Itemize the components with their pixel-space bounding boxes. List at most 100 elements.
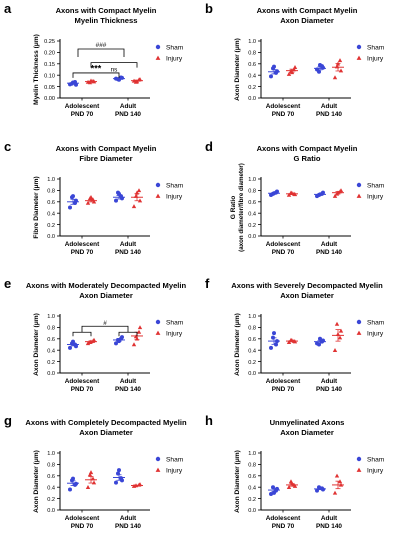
x-tick-label-sub: PND 140 [115, 386, 141, 393]
point-sham [68, 345, 72, 350]
y-tick-label: 0.0 [248, 508, 256, 514]
point-injury [85, 341, 91, 346]
point-sham [68, 487, 72, 492]
x-tick-label-sub: PND 140 [316, 249, 342, 256]
x-tick-label: Adult [321, 241, 338, 248]
point-injury [286, 340, 292, 344]
y-tick-label: 0.6 [47, 474, 55, 480]
y-axis-label: G Ratio [230, 196, 237, 219]
point-injury [338, 68, 344, 73]
panel-subtitle: Myelin Thickness [75, 16, 138, 25]
legend-marker-injury [356, 330, 362, 335]
panel-title: Axons with Compact Myelin [56, 6, 157, 15]
y-axis-label: Axon Diameter (μm) [234, 450, 241, 513]
legend-label-injury: Injury [166, 193, 183, 200]
point-injury [334, 321, 340, 326]
panel-f: f Axons with Severely Decompacted MyelinA… [205, 276, 385, 393]
point-injury [286, 485, 292, 489]
panel-title: Axons with Compact Myelin [56, 144, 157, 153]
y-tick-label: 0.4 [47, 485, 55, 491]
y-tick-label: 0.0 [47, 234, 55, 240]
point-injury [332, 75, 338, 80]
y-tick-label: 1.0 [248, 314, 256, 320]
y-tick-label: 0.4 [248, 211, 256, 217]
point-injury [88, 470, 94, 475]
x-tick-label: Adult [120, 515, 137, 522]
legend-marker-sham [356, 182, 362, 188]
significance-label: # [103, 320, 107, 327]
y-tick-label: 0.0 [47, 508, 55, 514]
panel-letter: d [205, 139, 213, 154]
legend-marker-injury [155, 55, 161, 60]
y-tick-label: 0.0 [248, 371, 256, 377]
legend-marker-sham [356, 456, 362, 462]
point-injury [337, 58, 343, 63]
y-tick-label: 0.2 [248, 85, 256, 91]
point-injury [85, 200, 91, 205]
y-axis-label: Axon Diameter (μm) [33, 450, 40, 513]
legend-marker-sham [356, 44, 362, 50]
point-sham [269, 74, 273, 79]
x-tick-label-sub: PND 140 [115, 111, 141, 118]
point-injury [136, 329, 142, 334]
legend-marker-injury [356, 193, 362, 198]
panel-title: Axons with Compact Myelin [257, 144, 358, 153]
panel-subtitle: G Ratio [293, 154, 320, 163]
x-tick-label: Adult [120, 241, 137, 248]
point-sham [71, 476, 75, 481]
point-sham [269, 492, 273, 497]
panel-subtitle: Axon Diameter [280, 291, 334, 300]
panel-letter: g [4, 413, 12, 428]
point-injury [91, 199, 97, 204]
legend-label-sham: Sham [166, 44, 184, 51]
point-injury [286, 192, 292, 197]
x-tick-label-sub: PND 70 [272, 523, 295, 530]
y-tick-label: 0.4 [47, 211, 55, 217]
y-tick-label: 0.8 [47, 326, 55, 332]
x-tick-label-sub: PND 70 [71, 386, 94, 393]
x-tick-label: Adult [120, 378, 137, 385]
x-tick-label: Adolescent [65, 241, 100, 248]
x-tick-label-sub: PND 140 [316, 111, 342, 118]
point-sham [272, 331, 276, 336]
y-tick-label: 0.2 [248, 223, 256, 229]
legend-label-injury: Injury [166, 55, 183, 62]
point-sham [74, 344, 78, 349]
y-tick-label: 0.4 [248, 73, 256, 79]
point-injury [292, 65, 298, 69]
significance-bracket [77, 48, 125, 57]
x-tick-label: Adolescent [65, 103, 100, 110]
point-sham [71, 339, 75, 344]
point-injury [91, 480, 97, 485]
y-tick-label: 0.8 [248, 326, 256, 332]
point-sham [318, 62, 322, 67]
x-tick-label: Adolescent [266, 241, 301, 248]
significance-label: *** [91, 63, 102, 73]
legend-label-sham: Sham [166, 456, 184, 463]
point-sham [117, 191, 121, 196]
legend-marker-injury [356, 467, 362, 472]
point-sham [318, 336, 322, 341]
point-sham [321, 65, 325, 70]
legend-marker-sham [155, 44, 161, 50]
x-tick-label-sub: PND 70 [71, 111, 94, 118]
y-tick-label: 0.15 [44, 62, 55, 68]
x-tick-label: Adolescent [65, 515, 100, 522]
legend-label-injury: Injury [367, 193, 384, 200]
y-tick-label: 0.2 [248, 497, 256, 503]
point-sham [114, 198, 118, 203]
y-axis-label: Axon Diameter (μm) [33, 313, 40, 376]
x-tick-label-sub: PND 140 [115, 249, 141, 256]
point-sham [68, 205, 72, 210]
panel-subtitle: Axon Diameter [79, 291, 133, 300]
y-tick-label: 1.0 [248, 177, 256, 183]
panel-letter: b [205, 1, 213, 16]
y-axis-label: Axon Diameter (μm) [234, 313, 241, 376]
point-sham [317, 342, 321, 347]
point-injury [334, 473, 340, 478]
y-tick-label: 0.8 [47, 463, 55, 469]
y-axis-label: Myelin Thickness (μm) [33, 34, 40, 105]
legend-label-sham: Sham [166, 182, 184, 189]
panel-subtitle: Fibre Diameter [79, 154, 132, 163]
